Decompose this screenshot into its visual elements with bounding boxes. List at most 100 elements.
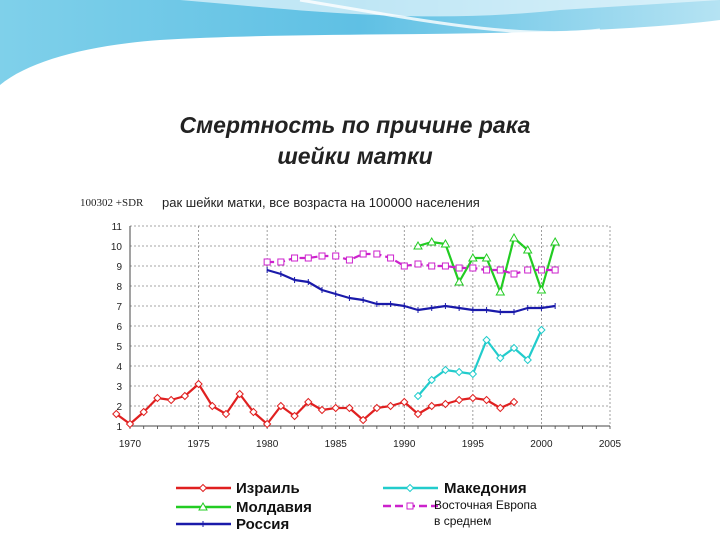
- data-point: [277, 258, 285, 266]
- y-tick-label: 3: [116, 382, 122, 393]
- data-point: [263, 258, 271, 266]
- data-point: [406, 502, 414, 510]
- data-point: [524, 266, 532, 274]
- data-point: [440, 238, 451, 248]
- data-point: [522, 244, 533, 254]
- title-line-1: Смертность по причине рака: [179, 112, 531, 138]
- series-line: [266, 268, 556, 314]
- data-point: [194, 379, 203, 389]
- x-tick-label: 1980: [256, 439, 279, 450]
- chart-subtitle: рак шейки матки, все возраста на 100000 …: [162, 195, 480, 210]
- series-1: [413, 232, 561, 296]
- data-point: [510, 270, 518, 278]
- x-tick-label: 1985: [325, 439, 348, 450]
- legend-label: Восточная Европа: [434, 498, 537, 512]
- data-point: [496, 353, 505, 363]
- data-point: [551, 266, 559, 274]
- axes: 1 2 3 4 5 6 7 8 9 10 11 1970 1975 1980 1985 1990 1995 200…: [111, 222, 622, 450]
- data-point: [469, 264, 477, 272]
- data-point: [208, 401, 217, 411]
- legend-item-1: Молдавия: [176, 499, 312, 516]
- y-tick-label: 6: [116, 322, 122, 333]
- data-point: [386, 401, 395, 411]
- y-tick-label: 11: [112, 222, 123, 233]
- data-point: [427, 401, 436, 411]
- data-point: [536, 284, 547, 294]
- data-point: [413, 240, 423, 250]
- series-line: [417, 329, 543, 397]
- data-point: [359, 250, 367, 258]
- legend-label: Израиль: [236, 480, 300, 497]
- data-point: [180, 391, 190, 401]
- data-point: [405, 483, 415, 493]
- y-tick-label: 1: [116, 422, 122, 433]
- data-point: [509, 232, 519, 242]
- legend-label: Македония: [444, 480, 527, 497]
- legend-label: Россия: [236, 516, 289, 533]
- data-point: [454, 395, 464, 405]
- header-decoration: [0, 0, 720, 85]
- y-tick-label: 7: [116, 302, 122, 313]
- data-point: [481, 252, 492, 262]
- data-point: [413, 391, 423, 401]
- x-tick-label: 2005: [599, 439, 622, 450]
- data-point: [441, 365, 450, 375]
- data-point: [290, 411, 299, 421]
- data-point: [414, 260, 422, 268]
- data-point: [139, 407, 148, 417]
- data-point: [482, 395, 491, 405]
- legend-label-line2: в среднем: [434, 514, 491, 528]
- series-layer: [112, 232, 561, 429]
- data-point: [537, 266, 545, 274]
- data-point: [345, 403, 354, 413]
- data-point: [372, 403, 382, 413]
- data-point: [276, 401, 286, 411]
- data-point: [441, 262, 449, 270]
- data-point: [455, 264, 463, 272]
- series-line: [267, 252, 556, 276]
- data-point: [198, 501, 208, 511]
- data-point: [317, 405, 327, 415]
- series-0: [112, 379, 519, 429]
- series-line: [115, 382, 515, 426]
- data-point: [454, 367, 464, 377]
- data-point: [483, 266, 491, 274]
- data-point: [467, 252, 478, 262]
- chart-subtitle-code: 100302 +SDR: [80, 197, 144, 209]
- legend-item-4: Восточная Европа в среднем: [383, 498, 537, 528]
- x-tick-label: 1975: [187, 439, 210, 450]
- data-point: [413, 409, 423, 419]
- data-point: [454, 276, 465, 286]
- series-4: [263, 250, 559, 278]
- data-point: [537, 325, 546, 335]
- data-point: [509, 343, 519, 353]
- page-title: Смертность по причине рака шейки матки: [110, 110, 600, 172]
- data-point: [441, 399, 450, 409]
- series-3: [413, 325, 546, 401]
- data-point: [468, 369, 478, 379]
- data-point: [468, 393, 478, 403]
- data-point: [400, 262, 408, 270]
- data-point: [345, 256, 353, 264]
- data-point: [125, 419, 135, 429]
- data-point: [291, 254, 299, 262]
- data-point: [304, 254, 312, 262]
- data-point: [427, 375, 436, 385]
- x-tick-label: 1970: [119, 439, 142, 450]
- grid: [129, 225, 611, 427]
- y-tick-label: 8: [116, 282, 122, 293]
- data-point: [426, 236, 437, 246]
- data-point: [373, 250, 381, 258]
- data-point: [166, 395, 176, 405]
- y-tick-label: 4: [116, 362, 122, 373]
- data-point: [550, 236, 561, 246]
- legend-item-2: Россия: [176, 516, 289, 533]
- data-point: [523, 355, 532, 365]
- legend-item-0: Израиль: [176, 480, 300, 497]
- data-point: [387, 254, 395, 262]
- data-point: [304, 397, 313, 407]
- data-point: [249, 407, 258, 417]
- data-point: [400, 397, 409, 407]
- data-point: [496, 266, 504, 274]
